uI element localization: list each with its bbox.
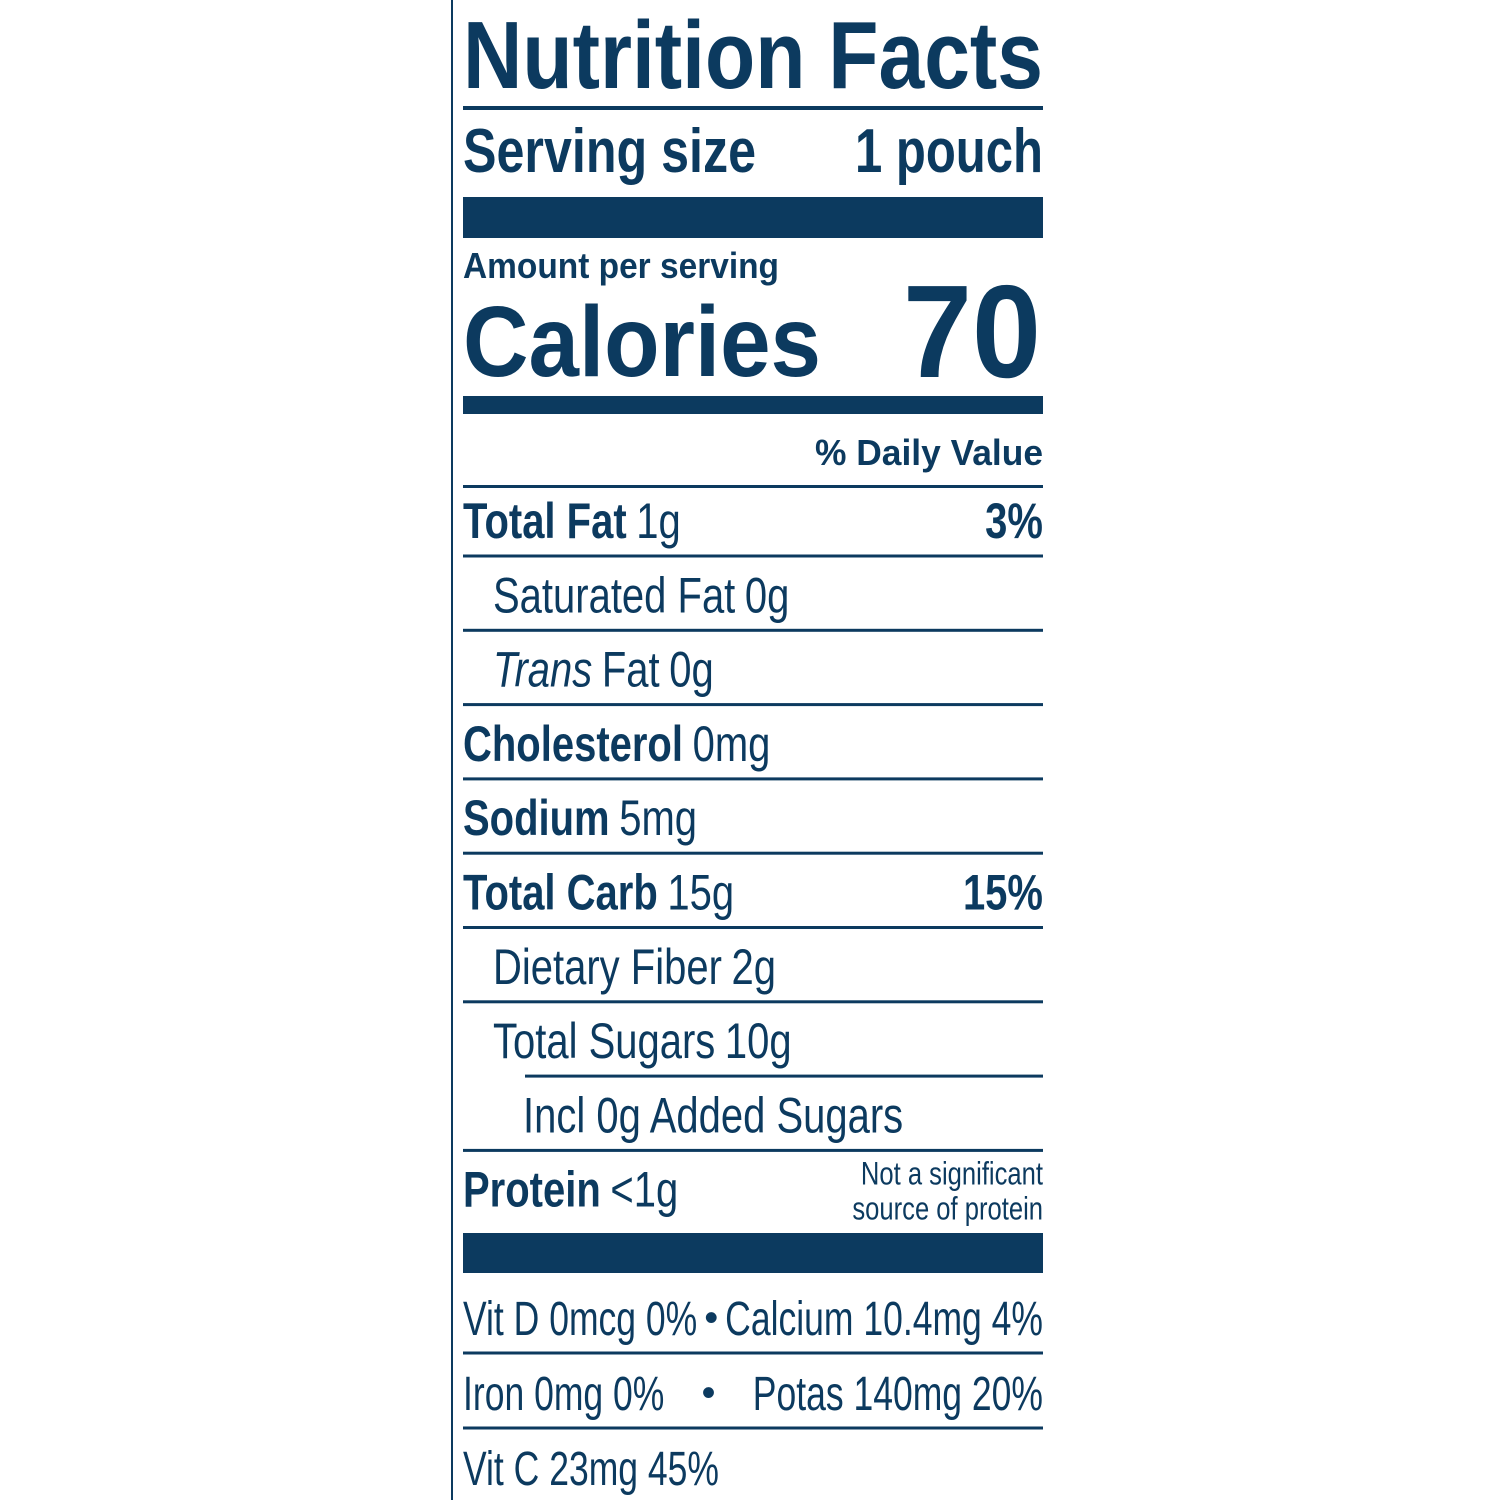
calories-value: 70 <box>903 258 1041 405</box>
vitamin: Iron 0mg 0% <box>463 1367 664 1420</box>
title: Nutrition Facts <box>463 2 1043 109</box>
rule <box>463 703 1043 707</box>
nutrient-amount: 0g <box>745 567 789 623</box>
rule <box>463 1000 1043 1004</box>
nutrient-row: Incl 0g Added Sugars <box>523 1087 903 1143</box>
vitamin: Vit C 23mg 45% <box>463 1442 719 1495</box>
nutrient-name: Incl 0g Added Sugars <box>523 1087 903 1143</box>
nutrient-row: Trans Fat 0g <box>493 641 714 697</box>
rule <box>463 1148 1043 1152</box>
nutrient-amount: <1g <box>610 1161 678 1217</box>
nutrient-amount: 2g <box>731 939 775 995</box>
nutrient-name: Sodium <box>463 790 610 846</box>
nutrient-name: Protein <box>463 1161 601 1217</box>
rule <box>463 1426 1043 1430</box>
rule <box>463 926 1043 929</box>
nutrient-name: Saturated Fat <box>493 567 736 623</box>
serving-label: Serving size <box>463 117 756 186</box>
nutrient-row: Dietary Fiber 2g <box>493 939 776 995</box>
nutrient-name: Cholesterol <box>463 716 683 772</box>
nutrient-row: Total Sugars 10g <box>493 1013 792 1069</box>
amount-per-serving: Amount per serving <box>463 245 779 286</box>
nutrient-row: Total Fat 1g <box>463 493 681 549</box>
rule <box>525 1074 1043 1078</box>
nutrient-amount: 10g <box>725 1013 792 1069</box>
serving-value: 1 pouch <box>855 117 1043 186</box>
nutrient-amount: 15g <box>667 864 734 920</box>
nutrient-row: Cholesterol 0mg <box>463 716 770 772</box>
nutrient-amount: 5mg <box>619 790 697 846</box>
nutrient-row: Sodium 5mg <box>463 790 697 846</box>
vitamin: Calcium 10.4mg 4% <box>725 1292 1043 1345</box>
nutrient-amount: 0mg <box>693 716 771 772</box>
rule <box>463 485 1043 488</box>
daily-value: 15% <box>963 864 1043 920</box>
calories-label: Calories <box>463 286 821 398</box>
nutrient-name: Total Carb <box>463 864 658 920</box>
nutrient-name-italic: Trans <box>493 641 592 697</box>
nutrient-row: Total Carb 15g <box>463 864 734 920</box>
rule <box>463 777 1043 781</box>
nutrient-amount: 0g <box>669 641 713 697</box>
nutrient-name: Total Fat <box>463 493 627 549</box>
nutrient-row: Saturated Fat 0g <box>493 567 789 623</box>
nutrient-name: Dietary Fiber <box>493 939 722 995</box>
vitamin: Vit D 0mcg 0% <box>463 1292 697 1345</box>
protein-row: Protein <1g <box>463 1161 678 1217</box>
protein-note: Not a significant <box>861 1157 1043 1192</box>
nutrient-name: Total Sugars <box>493 1013 715 1069</box>
thick-rule <box>463 1233 1043 1273</box>
daily-value-header: % Daily Value <box>815 432 1043 473</box>
separator: • <box>704 1296 718 1340</box>
vitamin: Potas 140mg 20% <box>753 1367 1043 1420</box>
rule <box>463 628 1043 632</box>
rule <box>463 851 1043 855</box>
rule <box>463 106 1043 110</box>
protein-note: source of protein <box>852 1192 1043 1227</box>
nutrient-name: Fat <box>602 641 660 697</box>
nutrient-amount: 1g <box>636 493 680 549</box>
daily-value: 3% <box>985 493 1043 549</box>
thick-rule <box>463 396 1043 414</box>
separator: • <box>702 1371 716 1415</box>
rule <box>463 1351 1043 1355</box>
thick-rule <box>463 197 1043 238</box>
rule <box>463 554 1043 558</box>
